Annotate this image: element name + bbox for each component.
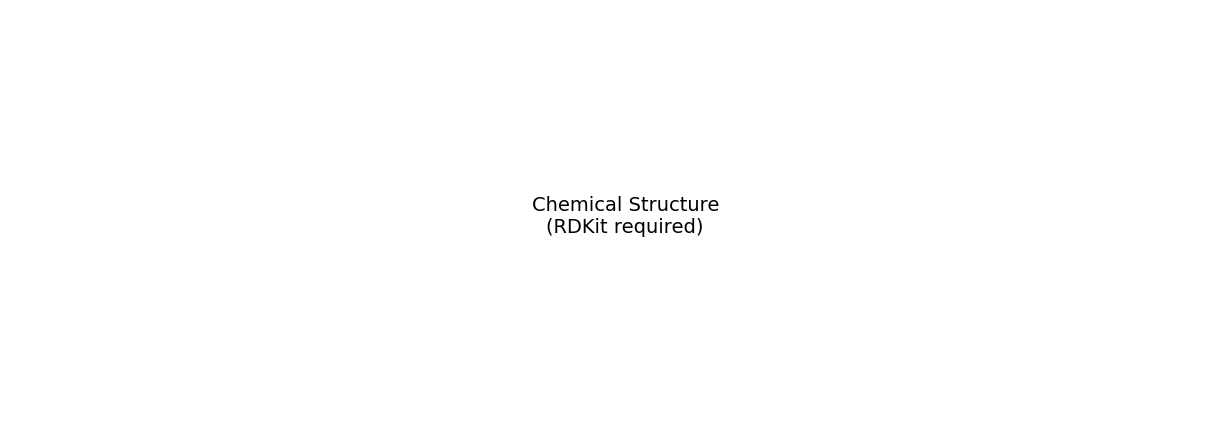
Text: Chemical Structure
(RDKit required): Chemical Structure (RDKit required) — [532, 196, 719, 237]
